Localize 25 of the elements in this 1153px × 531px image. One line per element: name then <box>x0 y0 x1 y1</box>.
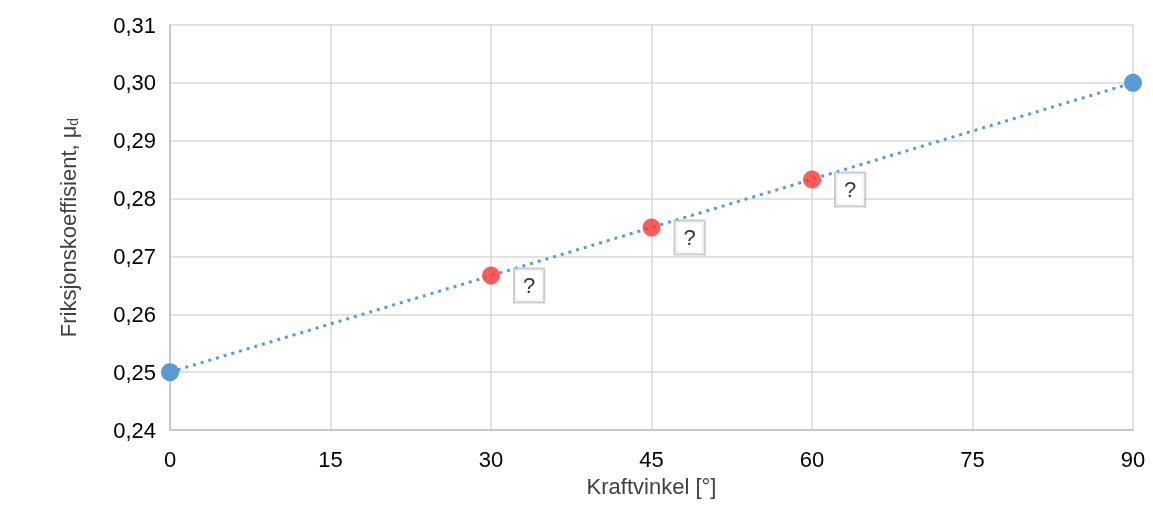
point <box>803 170 821 189</box>
point <box>161 363 179 382</box>
x-tick-label: 90 <box>1120 446 1146 472</box>
y-axis-title: Friksjonskoeffisient, μd <box>55 117 81 338</box>
y-tick-label: 0,25 <box>113 359 156 385</box>
x-tick-label: 60 <box>799 446 825 472</box>
data-label: ? <box>523 273 536 299</box>
y-tick-label: 0,31 <box>113 12 156 38</box>
point <box>642 218 661 237</box>
data-label: ? <box>844 176 857 202</box>
x-tick-label: 15 <box>318 446 343 472</box>
point <box>1124 73 1142 92</box>
point <box>482 266 500 285</box>
y-tick-label: 0,28 <box>113 186 156 212</box>
y-tick-label: 0,30 <box>113 70 156 96</box>
data-label: ? <box>683 225 696 250</box>
x-axis-title: Kraftvinkel [°] <box>586 473 717 499</box>
y-tick-label: 0,26 <box>113 301 156 327</box>
y-tick-label: 0,24 <box>113 417 156 443</box>
x-tick-label: 75 <box>960 446 985 472</box>
x-tick-label: 45 <box>639 446 664 472</box>
x-tick-label: 0 <box>163 446 177 472</box>
y-tick-label: 0,27 <box>113 243 156 269</box>
y-tick-label: 0,29 <box>113 128 156 154</box>
x-tick-label: 30 <box>478 446 504 472</box>
